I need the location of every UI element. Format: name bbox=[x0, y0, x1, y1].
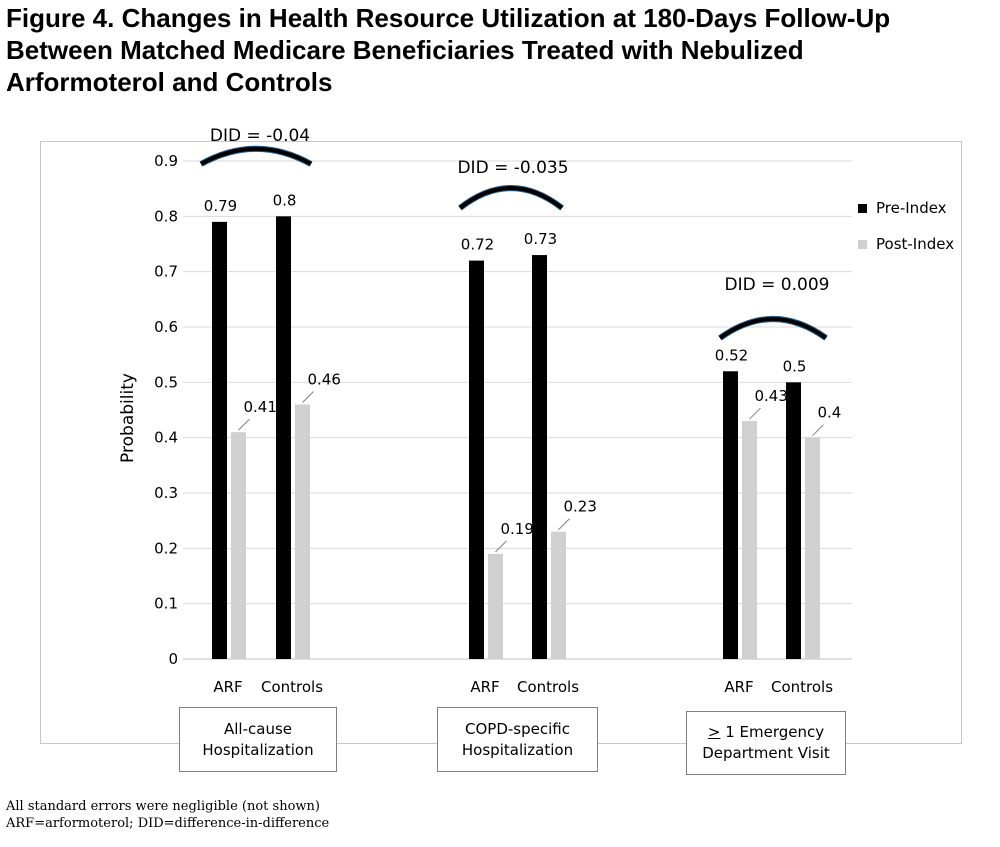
legend-swatch-post-index bbox=[858, 239, 867, 249]
legend-item-pre-index: Pre-Index bbox=[858, 199, 947, 217]
did-label-g1: DID = -0.035 bbox=[457, 158, 568, 178]
data-label-post-g0-controls: 0.46 bbox=[308, 370, 341, 388]
bar-pre-index-g1-arf bbox=[469, 260, 484, 659]
y-tick-label-0.5: 0.5 bbox=[154, 373, 178, 391]
category-label-g1-arf: ARF bbox=[470, 678, 499, 696]
bar-post-index-g2-controls bbox=[805, 437, 820, 659]
legend-item-post-index: Post-Index bbox=[858, 235, 954, 253]
bar-post-index-g2-arf bbox=[742, 421, 757, 659]
data-label-pre-g0-arf: 0.79 bbox=[204, 197, 237, 215]
category-label-g0-controls: Controls bbox=[261, 678, 323, 696]
group-label-copd-line1: COPD-specific bbox=[465, 719, 570, 738]
data-label-pre-g1-arf: 0.72 bbox=[461, 236, 494, 254]
data-label-pre-g0-controls: 0.8 bbox=[273, 191, 297, 209]
group-label-all-cause-line2: Hospitalization bbox=[202, 740, 314, 759]
y-tick-label-0.6: 0.6 bbox=[154, 318, 178, 336]
bar-post-index-g1-arf bbox=[488, 553, 503, 659]
bar-pre-index-g0-controls bbox=[276, 216, 291, 660]
did-label-g2: DID = 0.009 bbox=[725, 275, 830, 295]
bar-post-index-g0-controls bbox=[295, 404, 310, 659]
bar-pre-index-g2-arf bbox=[723, 371, 738, 659]
leader-line-post-g0-controls bbox=[302, 391, 314, 403]
leader-line-post-g1-arf bbox=[495, 540, 507, 553]
did-label-g0: DID = -0.04 bbox=[210, 126, 310, 146]
legend-swatch-pre-index bbox=[858, 203, 867, 213]
figure-title: Figure 4. Changes in Health Resource Uti… bbox=[6, 2, 996, 98]
figure-title-line-3: Arformoterol and Controls bbox=[6, 67, 333, 97]
bar-pre-index-g0-arf bbox=[212, 221, 227, 659]
y-tick-label-0.3: 0.3 bbox=[154, 484, 178, 502]
footnote-standard-errors: All standard errors were negligible (not… bbox=[6, 799, 320, 814]
did-bracket-g2 bbox=[718, 317, 828, 340]
category-label-g2-arf: ARF bbox=[724, 678, 753, 696]
gte-symbol: > bbox=[707, 723, 721, 741]
figure-title-line-2: Between Matched Medicare Beneficiaries T… bbox=[6, 35, 804, 65]
y-tick-label-0.2: 0.2 bbox=[154, 539, 178, 557]
y-tick-label-0.4: 0.4 bbox=[154, 429, 178, 447]
group-label-copd-specific: COPD-specific Hospitalization bbox=[437, 707, 598, 772]
category-label-g2-controls: Controls bbox=[771, 678, 833, 696]
y-axis-label: Probability bbox=[118, 373, 138, 463]
group-label-copd-line2: Hospitalization bbox=[461, 740, 574, 759]
did-bracket-g0 bbox=[200, 146, 312, 166]
data-label-post-g1-arf: 0.19 bbox=[501, 520, 534, 538]
data-label-pre-g2-arf: 0.52 bbox=[715, 346, 748, 364]
leader-line-post-g2-arf bbox=[749, 407, 761, 420]
y-tick-label-0: 0 bbox=[168, 650, 178, 668]
leader-line-post-g1-controls bbox=[558, 518, 570, 531]
bar-pre-index-g1-controls bbox=[532, 255, 547, 660]
leader-line-post-g0-arf bbox=[238, 418, 250, 431]
group-label-all-cause: All-cause Hospitalization bbox=[179, 707, 337, 772]
did-bracket-g1 bbox=[458, 186, 564, 210]
group-label-emergency-line1: > 1 Emergency bbox=[687, 722, 845, 743]
data-label-pre-g2-controls: 0.5 bbox=[783, 357, 807, 375]
data-label-post-g2-controls: 0.4 bbox=[818, 404, 842, 422]
figure-title-line-1: Figure 4. Changes in Health Resource Uti… bbox=[6, 3, 891, 33]
bar-post-index-g0-arf bbox=[231, 432, 246, 659]
group-label-emergency-line1-text: 1 Emergency bbox=[720, 723, 825, 741]
y-tick-label-0.8: 0.8 bbox=[154, 207, 178, 225]
group-label-all-cause-line1: All-cause bbox=[224, 719, 292, 738]
bar-post-index-g1-controls bbox=[551, 531, 566, 659]
legend-label-post-index: Post-Index bbox=[876, 235, 955, 253]
data-label-pre-g1-controls: 0.73 bbox=[524, 230, 557, 248]
legend-label-pre-index: Pre-Index bbox=[876, 199, 947, 217]
category-label-g0-arf: ARF bbox=[213, 678, 242, 696]
y-tick-label-0.9: 0.9 bbox=[154, 152, 178, 170]
group-label-emergency-visit: > 1 Emergency Department Visit bbox=[686, 711, 846, 775]
data-label-post-g1-controls: 0.23 bbox=[564, 498, 597, 516]
data-label-post-g0-arf: 0.41 bbox=[244, 398, 277, 416]
footnote-abbreviations: ARF=arformoterol; DID=difference-in-diff… bbox=[6, 816, 330, 831]
bar-pre-index-g2-controls bbox=[786, 382, 801, 659]
y-tick-label-0.1: 0.1 bbox=[154, 595, 178, 613]
group-label-emergency-line2: Department Visit bbox=[702, 744, 830, 762]
y-tick-label-0.7: 0.7 bbox=[154, 263, 178, 281]
leader-line-post-g2-controls bbox=[812, 424, 824, 437]
category-label-g1-controls: Controls bbox=[517, 678, 579, 696]
data-label-post-g2-arf: 0.43 bbox=[755, 387, 788, 405]
